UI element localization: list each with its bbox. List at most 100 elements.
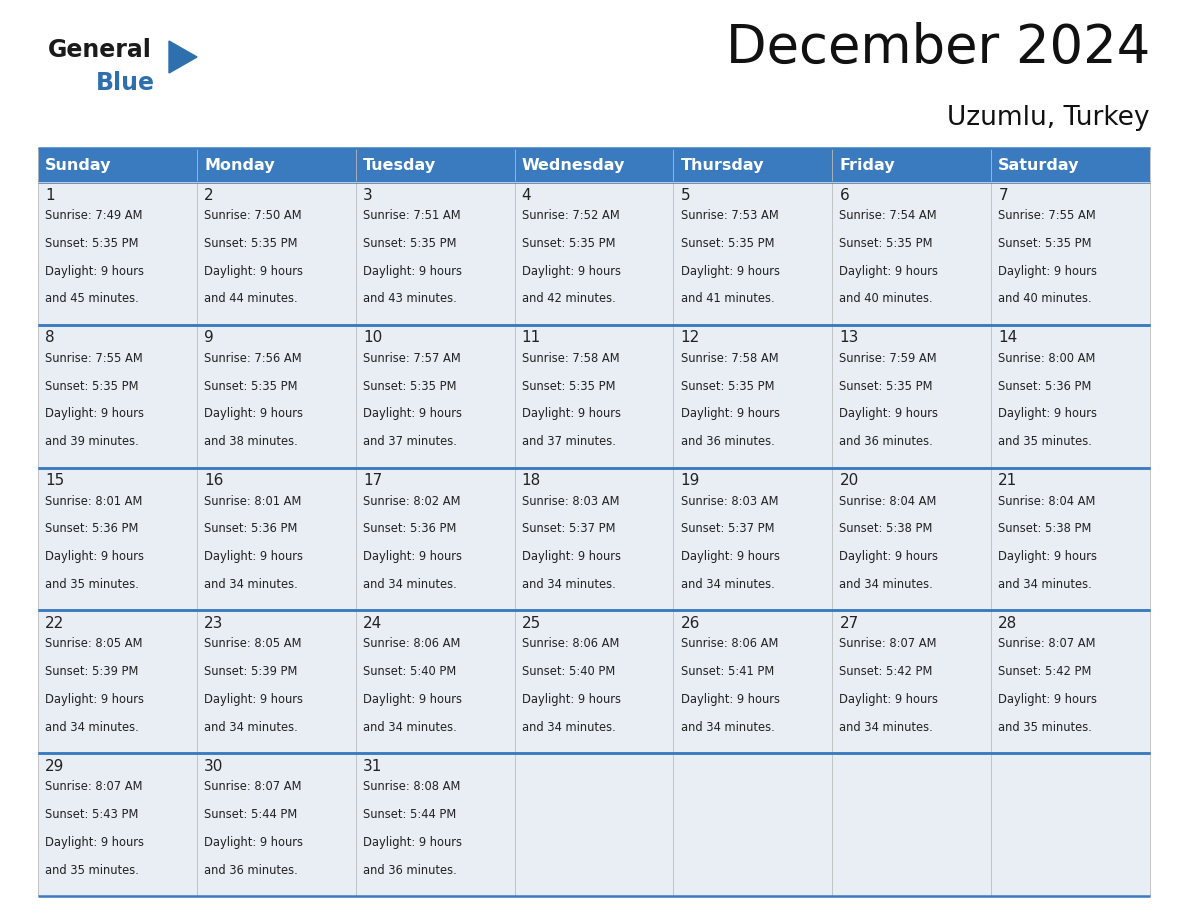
Text: 3: 3 [362, 187, 373, 203]
Text: and 42 minutes.: and 42 minutes. [522, 293, 615, 306]
Text: Daylight: 9 hours: Daylight: 9 hours [362, 693, 462, 706]
Bar [833, 753, 991, 896]
Text: and 36 minutes.: and 36 minutes. [840, 435, 934, 448]
Text: Sunrise: 7:53 AM: Sunrise: 7:53 AM [681, 209, 778, 222]
Bar [514, 467, 674, 610]
Text: and 36 minutes.: and 36 minutes. [681, 435, 775, 448]
Text: Daylight: 9 hours: Daylight: 9 hours [998, 264, 1098, 277]
Text: Sunset: 5:37 PM: Sunset: 5:37 PM [681, 522, 775, 535]
Text: Daylight: 9 hours: Daylight: 9 hours [45, 408, 144, 420]
Text: General: General [48, 38, 152, 62]
Bar [833, 148, 991, 182]
Text: Sunset: 5:35 PM: Sunset: 5:35 PM [522, 237, 615, 250]
Text: and 34 minutes.: and 34 minutes. [840, 578, 934, 591]
Text: Daylight: 9 hours: Daylight: 9 hours [522, 693, 620, 706]
Text: Sunrise: 8:06 AM: Sunrise: 8:06 AM [522, 637, 619, 650]
Text: and 40 minutes.: and 40 minutes. [998, 293, 1092, 306]
Bar [38, 148, 197, 182]
Text: and 43 minutes.: and 43 minutes. [362, 293, 456, 306]
Text: Sunrise: 7:56 AM: Sunrise: 7:56 AM [204, 352, 302, 364]
Text: Sunrise: 7:59 AM: Sunrise: 7:59 AM [840, 352, 937, 364]
Text: and 41 minutes.: and 41 minutes. [681, 293, 775, 306]
Bar [355, 610, 514, 753]
Text: Daylight: 9 hours: Daylight: 9 hours [362, 835, 462, 849]
Text: Sunrise: 8:01 AM: Sunrise: 8:01 AM [45, 495, 143, 508]
Text: Sunset: 5:42 PM: Sunset: 5:42 PM [840, 666, 933, 678]
Bar [514, 753, 674, 896]
Text: Sunset: 5:44 PM: Sunset: 5:44 PM [204, 808, 297, 821]
Bar [514, 325, 674, 467]
Text: 4: 4 [522, 187, 531, 203]
Text: Sunset: 5:37 PM: Sunset: 5:37 PM [522, 522, 615, 535]
Text: Sunrise: 7:54 AM: Sunrise: 7:54 AM [840, 209, 937, 222]
Text: Daylight: 9 hours: Daylight: 9 hours [362, 264, 462, 277]
Text: Daylight: 9 hours: Daylight: 9 hours [840, 693, 939, 706]
Text: and 34 minutes.: and 34 minutes. [204, 578, 298, 591]
Text: Sunrise: 8:00 AM: Sunrise: 8:00 AM [998, 352, 1095, 364]
Bar [38, 182, 197, 325]
Text: Daylight: 9 hours: Daylight: 9 hours [204, 264, 303, 277]
Text: 25: 25 [522, 616, 541, 631]
Text: Sunset: 5:36 PM: Sunset: 5:36 PM [998, 380, 1092, 393]
Bar [197, 182, 355, 325]
Text: December 2024: December 2024 [726, 22, 1150, 74]
Text: 11: 11 [522, 330, 541, 345]
Bar [674, 753, 833, 896]
Bar [674, 610, 833, 753]
Text: and 34 minutes.: and 34 minutes. [204, 721, 298, 733]
Bar [991, 325, 1150, 467]
Bar [833, 610, 991, 753]
Text: Sunrise: 8:07 AM: Sunrise: 8:07 AM [204, 780, 302, 793]
Bar [991, 610, 1150, 753]
Text: Sunset: 5:35 PM: Sunset: 5:35 PM [45, 380, 139, 393]
Text: 1: 1 [45, 187, 55, 203]
Text: and 34 minutes.: and 34 minutes. [840, 721, 934, 733]
Text: Wednesday: Wednesday [522, 158, 625, 173]
Text: Daylight: 9 hours: Daylight: 9 hours [681, 550, 779, 564]
Text: Sunset: 5:35 PM: Sunset: 5:35 PM [681, 380, 775, 393]
Text: Tuesday: Tuesday [362, 158, 436, 173]
Text: 18: 18 [522, 473, 541, 488]
Text: Daylight: 9 hours: Daylight: 9 hours [204, 693, 303, 706]
Text: and 38 minutes.: and 38 minutes. [204, 435, 298, 448]
Bar [38, 325, 197, 467]
Text: 2: 2 [204, 187, 214, 203]
Text: Daylight: 9 hours: Daylight: 9 hours [681, 264, 779, 277]
Text: Sunset: 5:35 PM: Sunset: 5:35 PM [522, 380, 615, 393]
Bar [355, 182, 514, 325]
Text: Daylight: 9 hours: Daylight: 9 hours [45, 835, 144, 849]
Text: Sunset: 5:35 PM: Sunset: 5:35 PM [45, 237, 139, 250]
Bar [991, 753, 1150, 896]
Text: Sunrise: 8:03 AM: Sunrise: 8:03 AM [681, 495, 778, 508]
Text: 8: 8 [45, 330, 55, 345]
Text: and 37 minutes.: and 37 minutes. [362, 435, 456, 448]
Text: Blue: Blue [96, 71, 154, 95]
Bar [38, 753, 197, 896]
Text: Sunday: Sunday [45, 158, 112, 173]
Text: Sunset: 5:41 PM: Sunset: 5:41 PM [681, 666, 773, 678]
Text: and 34 minutes.: and 34 minutes. [998, 578, 1092, 591]
Text: Sunrise: 8:04 AM: Sunrise: 8:04 AM [998, 495, 1095, 508]
Text: 19: 19 [681, 473, 700, 488]
Text: Sunrise: 7:49 AM: Sunrise: 7:49 AM [45, 209, 143, 222]
Text: and 36 minutes.: and 36 minutes. [204, 864, 298, 877]
Text: 5: 5 [681, 187, 690, 203]
Text: Sunrise: 7:50 AM: Sunrise: 7:50 AM [204, 209, 302, 222]
Bar [674, 467, 833, 610]
Text: Sunset: 5:42 PM: Sunset: 5:42 PM [998, 666, 1092, 678]
Text: and 37 minutes.: and 37 minutes. [522, 435, 615, 448]
Text: Sunset: 5:36 PM: Sunset: 5:36 PM [45, 522, 139, 535]
Text: Daylight: 9 hours: Daylight: 9 hours [45, 550, 144, 564]
Bar [514, 148, 674, 182]
Text: Sunset: 5:39 PM: Sunset: 5:39 PM [45, 666, 139, 678]
Text: 28: 28 [998, 616, 1018, 631]
Text: 7: 7 [998, 187, 1007, 203]
Text: Sunrise: 8:05 AM: Sunrise: 8:05 AM [45, 637, 143, 650]
Text: 20: 20 [840, 473, 859, 488]
Text: Sunrise: 8:07 AM: Sunrise: 8:07 AM [998, 637, 1095, 650]
Text: Daylight: 9 hours: Daylight: 9 hours [998, 550, 1098, 564]
Text: and 40 minutes.: and 40 minutes. [840, 293, 933, 306]
Text: 17: 17 [362, 473, 383, 488]
Bar [197, 610, 355, 753]
Text: Daylight: 9 hours: Daylight: 9 hours [840, 408, 939, 420]
